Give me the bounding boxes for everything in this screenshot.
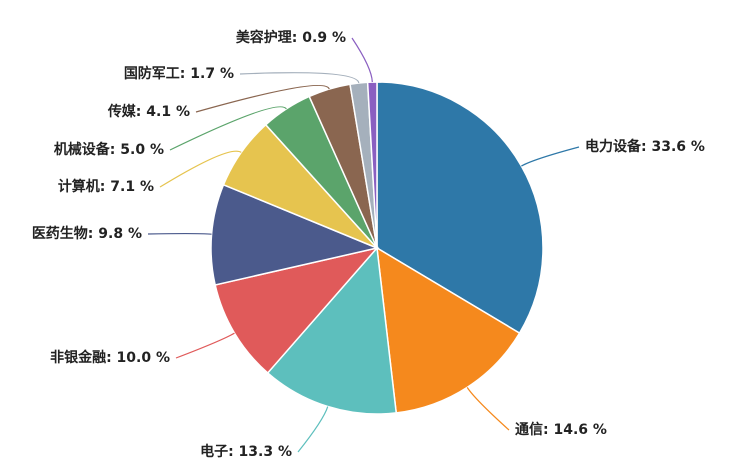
data-label: 医药生物: 9.8 %: [32, 225, 142, 242]
data-label: 传媒: 4.1 %: [107, 103, 190, 120]
data-label: 电力设备: 33.6 %: [585, 138, 705, 155]
data-label: 美容护理: 0.9 %: [236, 29, 346, 46]
data-label: 通信: 14.6 %: [515, 421, 607, 438]
pie-slice: [210, 183, 380, 286]
pie-slice: [214, 246, 380, 374]
leader-line: [521, 146, 580, 167]
pie-slice: [376, 81, 544, 335]
leader-line: [159, 150, 242, 188]
leader-line: [466, 387, 510, 431]
data-label: 电子: 13.3 %: [200, 443, 292, 460]
leader-line: [239, 72, 360, 84]
leader-line: [351, 37, 373, 83]
pie-slice: [266, 246, 398, 415]
pie-slice: [376, 246, 521, 414]
leader-line: [195, 84, 330, 113]
leader-line: [297, 406, 329, 453]
leader-line: [175, 332, 235, 359]
data-label: 非银金融: 10.0 %: [50, 349, 170, 366]
data-label: 机械设备: 5.0 %: [54, 141, 164, 158]
leader-line: [147, 232, 212, 235]
data-label: 国防军工: 1.7 %: [124, 65, 234, 82]
data-label: 计算机: 7.1 %: [58, 178, 154, 195]
leader-line: [169, 106, 287, 151]
